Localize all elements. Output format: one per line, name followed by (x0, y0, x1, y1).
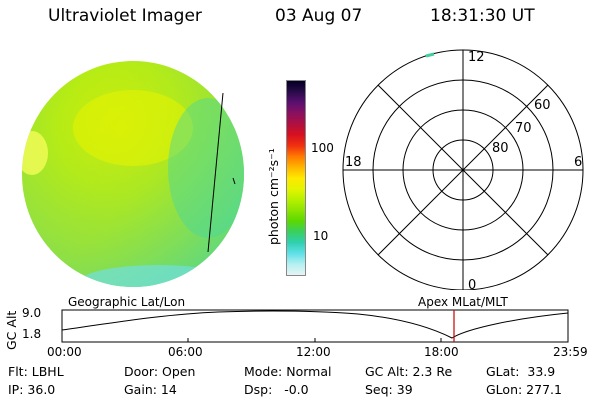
polar-label-18: 18 (345, 155, 362, 170)
timeline-frame (61, 309, 569, 343)
timeline-x-tick-0000: 00:00 (47, 345, 82, 359)
timeline-y-label: GC Alt (4, 310, 19, 350)
status-gc-alt: GC Alt: 2.3 Re (365, 364, 453, 379)
status-gain: Gain: 14 (124, 382, 177, 397)
globe-bright-region (73, 90, 193, 166)
status-seq: Seq: 39 (365, 382, 413, 397)
instrument-title: Ultraviolet Imager (48, 6, 202, 26)
date-label: 03 Aug 07 (275, 6, 363, 26)
timeline-plot (61, 309, 569, 343)
status-ip: IP: 36.0 (8, 382, 56, 397)
timeline-y-tick-top: 9.0 (22, 306, 42, 320)
status-glat: GLat: 33.9 (486, 364, 556, 379)
uv-globe-image (22, 61, 244, 287)
colorbar (286, 80, 306, 276)
terminator-tick (232, 177, 236, 185)
polar-lat-80: 80 (492, 141, 509, 156)
status-mode: Mode: Normal (244, 364, 332, 379)
timeline-x-tick-2359: 23:59 (553, 345, 588, 359)
timeline-right-title: Apex MLat/MLT (418, 295, 508, 309)
status-door: Door: Open (124, 364, 196, 379)
colorbar-tick-100: 100 (311, 141, 334, 155)
timeline-y-tick-bottom: 1.8 (22, 327, 42, 341)
timeline-x-tick-0600: 06:00 (168, 345, 203, 359)
terminator-line (207, 92, 224, 253)
polar-data-fragment (425, 52, 435, 58)
polar-label-6: 6 (574, 155, 582, 170)
timeline-left-title: Geographic Lat/Lon (68, 295, 186, 309)
polar-lat-60: 60 (534, 98, 551, 113)
colorbar-unit-label: photon cm⁻²s⁻¹ (266, 148, 281, 245)
polar-lat-70: 70 (515, 121, 532, 136)
status-filter: Flt: LBHL (8, 364, 64, 379)
globe-cool-region (168, 98, 244, 238)
polar-label-12: 12 (468, 50, 485, 65)
status-dsp: Dsp: -0.0 (244, 382, 309, 397)
altitude-curve (61, 310, 569, 339)
timeline-x-tick-1200: 12:00 (296, 345, 331, 359)
timeline-x-tick-1800: 18:00 (424, 345, 459, 359)
polar-label-0: 0 (468, 278, 476, 290)
polar-axis-diagonal-2 (377, 84, 549, 256)
polar-plot: 12 18 6 0 60 70 80 (342, 49, 584, 290)
status-glon: GLon: 277.1 (486, 382, 562, 397)
time-label: 18:31:30 UT (430, 6, 535, 26)
colorbar-tick-10: 10 (313, 229, 329, 243)
